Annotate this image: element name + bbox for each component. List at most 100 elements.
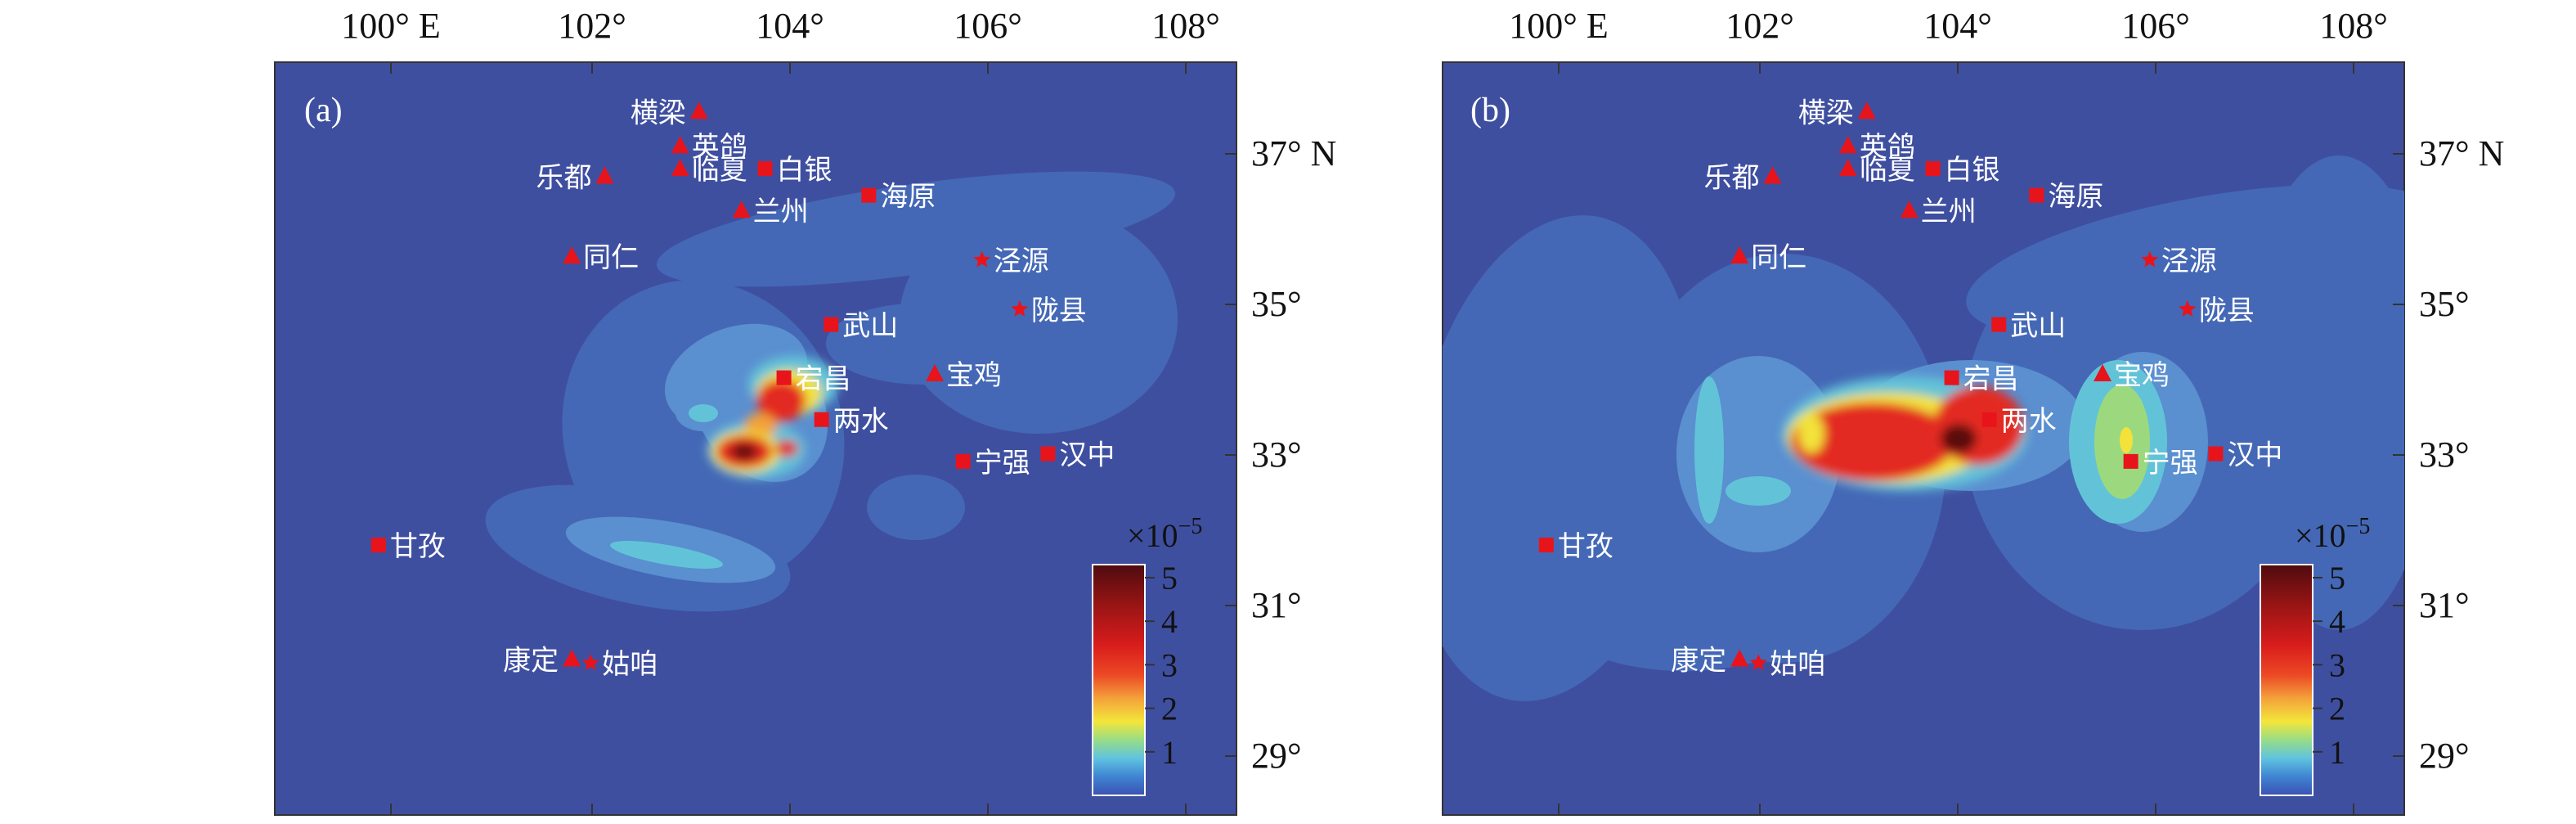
station-marker [1944,370,1959,385]
y-tick-label: 37° N [2419,133,2504,173]
field-core [731,444,757,460]
station-label: 武山 [842,310,898,343]
field-lobe [1966,184,2404,340]
station-marker [1011,300,1029,317]
field-core [775,440,798,457]
station-marker [2094,364,2112,382]
x-tick-label: 102° [1726,6,1794,46]
station-label: 白银 [1945,154,2000,187]
panel-b-colorbar: ×10−5 5 4 3 2 1 [2260,514,2370,796]
station-marker [2029,187,2044,203]
panel-label: (b) [1470,92,1510,129]
x-tick-label: 100° E [341,6,440,46]
colorbar-exponent-base: ×10 [1127,517,1178,554]
station-marker [1838,159,1857,177]
colorbar-exponent: ×10−5 [1127,514,1202,554]
panel-a-x-tick-labels: 100° E 102° 104° 106° 108° [341,6,1220,46]
colorbar-tick-label: 5 [2329,560,2345,597]
station-label: 甘孜 [390,530,446,563]
field-lobe [689,404,718,422]
station-marker [1981,412,1997,427]
field-lobe [1562,573,1807,671]
colorbar-gradient [1092,564,1146,796]
x-tick-label: 104° [1923,6,1992,46]
station-label: 康定 [1671,644,1726,677]
station-label: 乐都 [536,161,592,194]
station-marker [1991,317,2007,332]
station-label: 汉中 [1059,439,1115,472]
station-marker [926,364,945,382]
station-marker [824,317,839,332]
y-tick-label: 33° [2419,435,2470,475]
station-marker [1857,101,1876,119]
station-marker [757,161,773,177]
colorbar-tick-label: 4 [1161,603,1178,640]
y-tick-label: 29° [1251,736,1302,776]
station-marker [1749,654,1767,670]
station-label: 兰州 [1921,196,1977,228]
station-marker [1900,200,1919,218]
panel-a-colorbar: ×10−5 5 4 3 2 1 [1092,514,1202,796]
colorbar-tick-label: 5 [1161,560,1178,597]
station-label: 甘孜 [1558,530,1613,563]
panel-a-y-tick-labels: 37° N 35° 33° 31° 29° [1251,133,1336,776]
colorbar-exponent-power: −5 [2346,514,2371,539]
station-label: 姑咱 [1770,648,1825,681]
colorbar-tick-label: 2 [1161,691,1178,727]
field-core [1941,424,1977,453]
colorbar-tick-label: 4 [2329,603,2345,640]
x-tick-label: 104° [756,6,824,46]
station-label: 横梁 [631,97,686,129]
colorbar-tick-label: 3 [2329,646,2345,683]
station-label: 乐都 [1704,161,1760,194]
station-label: 海原 [2048,181,2103,214]
station-marker [1925,161,1941,177]
colorbar-exponent: ×10−5 [2295,514,2370,554]
x-tick-label: 108° [1151,6,1220,46]
colorbar-exponent-base: ×10 [2295,517,2346,554]
station-marker [955,453,971,469]
station-label: 康定 [503,644,559,677]
panel-a-ticks [390,62,1236,815]
station-marker [2141,250,2159,268]
y-tick-label: 35° [1251,284,1302,324]
station-marker [671,159,689,177]
station-label: 英鸽 [692,131,747,164]
colorbar-tick-label: 1 [1161,734,1178,771]
station-label: 汉中 [2227,439,2282,472]
station-label: 宝鸡 [946,359,1002,392]
colorbar-tick-label: 1 [2329,734,2345,771]
station-marker [1730,245,1749,263]
colorbar-exponent-power: −5 [1178,514,1203,539]
panel-b-x-tick-labels: 100° E 102° 104° 106° 108° [1509,6,2388,46]
station-marker [563,649,581,667]
station-label: 宕昌 [796,363,851,396]
station-label: 临夏 [692,154,747,187]
station-label: 临夏 [1860,154,1915,187]
station-label: 同仁 [1751,241,1806,274]
station-label: 同仁 [583,241,639,274]
panel-a-field [485,171,1178,612]
station-label: 白银 [777,154,832,187]
station-marker [2179,300,2197,317]
station-marker [563,245,581,263]
station-label: 横梁 [1798,97,1854,129]
station-marker [671,136,689,154]
station-marker [1730,649,1749,667]
x-tick-label: 102° [558,6,626,46]
station-marker [776,370,792,385]
field-lobe [610,541,723,569]
panel-label: (a) [304,92,343,129]
y-tick-label: 33° [1251,435,1302,475]
station-marker [1763,166,1782,184]
station-marker [1538,538,1554,553]
station-label: 宝鸡 [2114,359,2170,392]
station-marker [973,250,991,268]
station-label: 兰州 [753,196,809,228]
station-label: 英鸽 [1860,131,1915,164]
station-marker [814,412,829,427]
station-label: 海原 [880,181,936,214]
